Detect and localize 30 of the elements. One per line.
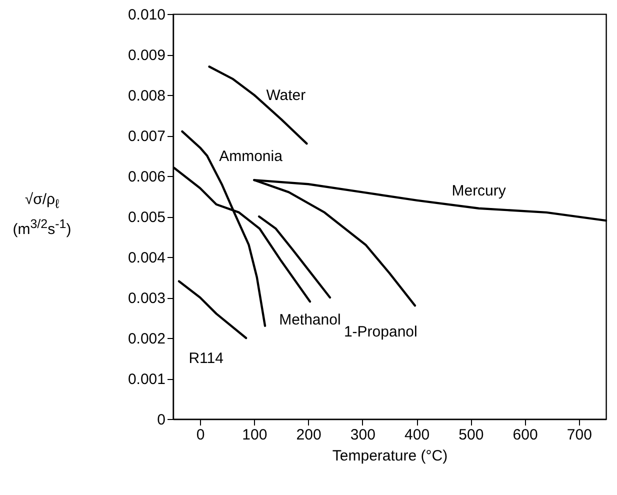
x-tick-label: 600 bbox=[512, 426, 538, 444]
x-tick-label: 0 bbox=[196, 426, 205, 444]
series-label: R114 bbox=[188, 350, 224, 367]
y-tick-label: 0.002 bbox=[128, 330, 166, 348]
series-label: 1-Propanol bbox=[344, 324, 418, 340]
line-series bbox=[178, 280, 248, 340]
y-tick-label: 0.005 bbox=[128, 209, 166, 226]
x-axis-title: Temperature (°C) bbox=[332, 448, 448, 464]
y-tick-label: 0.006 bbox=[128, 168, 166, 186]
line-series bbox=[258, 215, 332, 299]
y-tick-label: 0.003 bbox=[128, 290, 166, 307]
x-tick-label: 200 bbox=[296, 426, 322, 444]
x-tick-label: 500 bbox=[458, 426, 484, 444]
series-label: Mercury bbox=[452, 182, 506, 200]
x-tick-label: 300 bbox=[350, 426, 376, 444]
x-tick-label: 700 bbox=[566, 426, 592, 444]
x-tick-label: 400 bbox=[404, 426, 430, 444]
x-tick-label: 100 bbox=[242, 426, 268, 444]
y-tick-label: 0.001 bbox=[128, 371, 166, 388]
y-tick-label: 0.008 bbox=[128, 88, 166, 104]
y-tick-label: 0.007 bbox=[128, 128, 166, 145]
y-tick-label: 0.009 bbox=[128, 47, 166, 64]
line-series bbox=[208, 66, 308, 145]
series-label: Methanol bbox=[279, 312, 341, 329]
series-label: Ammonia bbox=[219, 148, 284, 165]
y-tick-label: 0.010 bbox=[128, 6, 166, 24]
y-tick-label: 0 bbox=[157, 412, 166, 428]
series-label: Water bbox=[266, 87, 306, 104]
text: √σ/ρ$_{ℓ}$ (m$^{3/2}$s$^{-1}$) bbox=[12, 191, 72, 238]
y-tick-label: 0.004 bbox=[128, 250, 166, 266]
